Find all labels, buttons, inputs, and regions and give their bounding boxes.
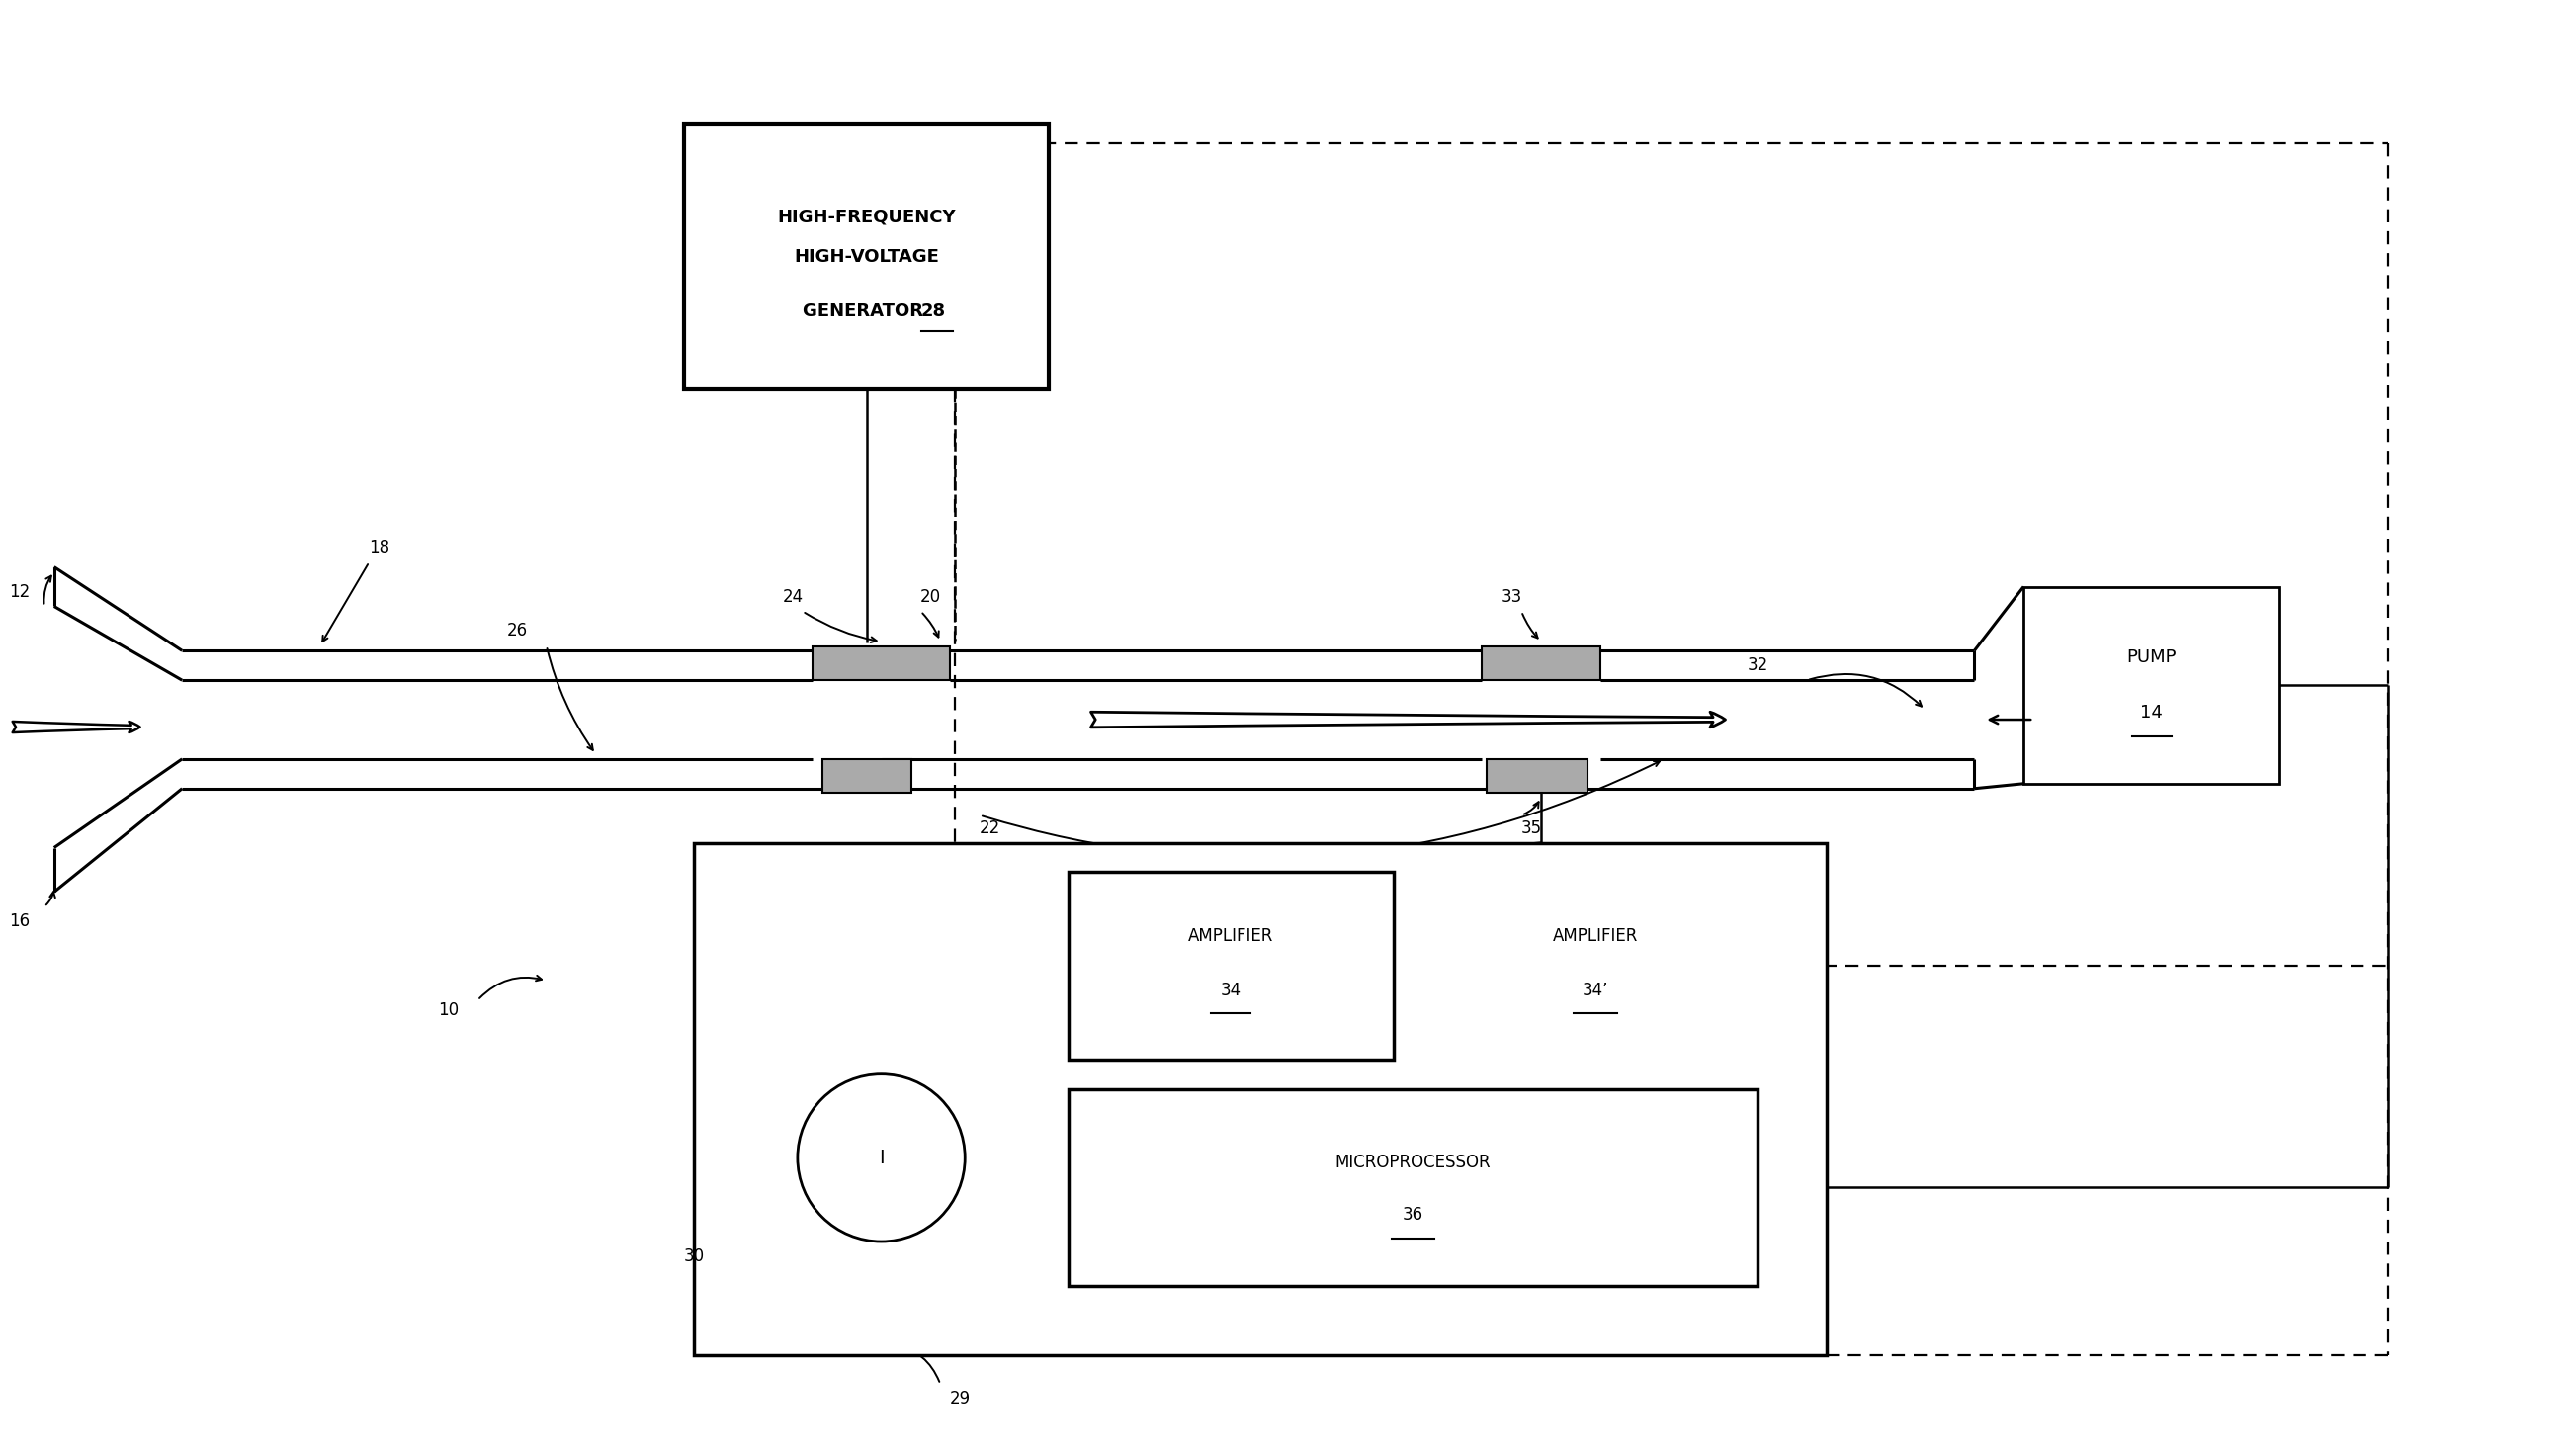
Text: I: I [878, 1149, 883, 1168]
Text: 20: 20 [919, 588, 942, 606]
Text: 30: 30 [685, 1248, 705, 1265]
Text: 33: 33 [1501, 588, 1521, 606]
Text: 36: 36 [1403, 1206, 1423, 1224]
Text: HIGH-FREQUENCY: HIGH-FREQUENCY [777, 208, 955, 226]
Text: 32: 32 [1748, 657, 1768, 674]
Bar [821, 759, 911, 792]
Bar [1488, 759, 1588, 792]
Text: 16: 16 [10, 913, 31, 930]
Text: 26: 26 [507, 622, 528, 639]
Text: 14: 14 [2142, 703, 2162, 722]
Text: 34: 34 [1220, 981, 1241, 999]
Text: 22: 22 [978, 820, 1001, 837]
Bar [1068, 1089, 1758, 1286]
Text: 18: 18 [368, 539, 389, 556]
Bar [685, 124, 1048, 390]
Text: 29: 29 [950, 1390, 970, 1408]
Text: 28: 28 [921, 301, 945, 320]
Bar [695, 843, 1828, 1354]
Text: 12: 12 [10, 582, 31, 600]
Bar [1434, 872, 1758, 1060]
Text: PUMP: PUMP [2126, 649, 2178, 667]
Text: AMPLIFIER: AMPLIFIER [1189, 927, 1274, 945]
Text: GENERATOR: GENERATOR [803, 301, 929, 320]
Text: MICROPROCESSOR: MICROPROCESSOR [1336, 1153, 1490, 1172]
Text: 24: 24 [782, 588, 803, 606]
Bar [813, 646, 950, 680]
Text: AMPLIFIER: AMPLIFIER [1552, 927, 1637, 945]
Bar [1068, 872, 1393, 1060]
Text: 34’: 34’ [1583, 981, 1609, 999]
Bar [1483, 646, 1601, 680]
Text: 35: 35 [1521, 820, 1542, 837]
Bar [705, 872, 1048, 1345]
Text: 10: 10 [438, 1002, 458, 1019]
Bar [2023, 587, 2281, 783]
Text: HIGH-VOLTAGE: HIGH-VOLTAGE [793, 248, 940, 265]
